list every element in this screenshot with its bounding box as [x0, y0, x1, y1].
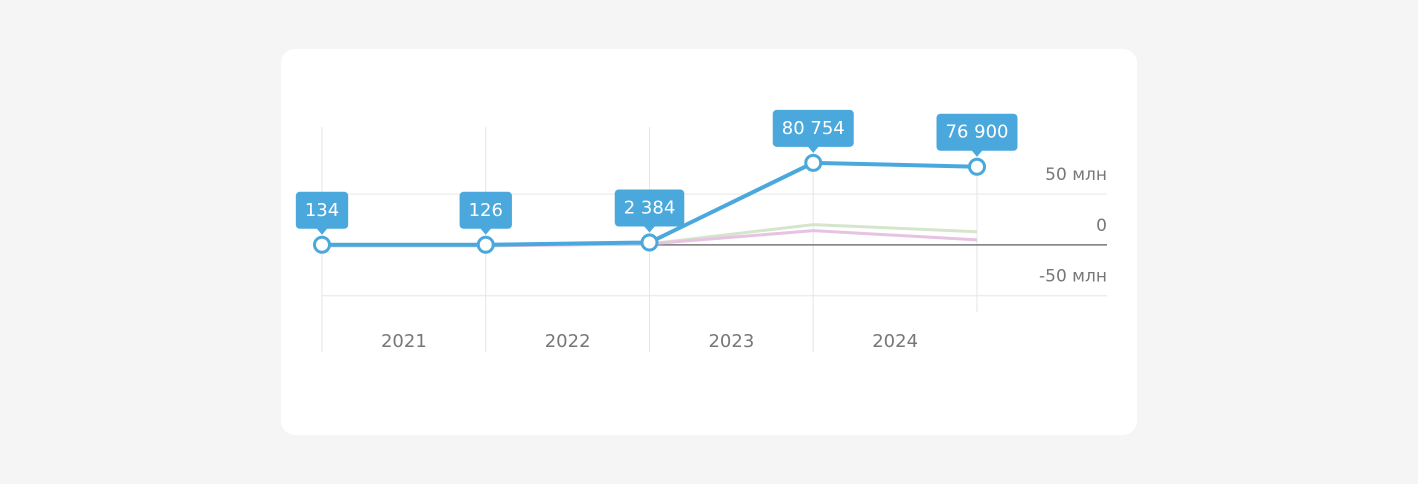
card	[281, 49, 1137, 435]
x-tick-label: 2023	[708, 331, 754, 352]
value-callout	[772, 109, 854, 147]
value-callout	[459, 191, 512, 229]
callout-pointer	[643, 225, 656, 233]
value-callout	[614, 189, 685, 227]
y-tick-label: 50 млн	[1045, 165, 1107, 185]
callout-pointer	[316, 227, 328, 235]
value-label: 2 384	[624, 197, 676, 218]
value-callout	[295, 191, 349, 229]
x-tick-label: 2024	[872, 331, 918, 352]
y-tick-label: -50 млн	[1039, 267, 1107, 287]
x-tick-label: 2022	[545, 331, 591, 352]
callout-pointer	[971, 149, 983, 157]
value-label: 80 754	[782, 118, 845, 139]
value-label: 126	[469, 200, 503, 221]
callout-pointer	[479, 227, 492, 235]
data-point	[640, 233, 659, 252]
data-point	[313, 235, 331, 254]
data-point	[968, 157, 986, 176]
y-tick-label: 0	[1096, 216, 1107, 236]
value-label: 134	[305, 200, 339, 221]
data-point	[804, 153, 823, 172]
callout-pointer	[807, 145, 820, 153]
value-callout	[936, 113, 1018, 151]
value-label: 76 900	[946, 122, 1009, 143]
data-point	[476, 235, 495, 254]
x-tick-label: 2021	[381, 331, 427, 352]
